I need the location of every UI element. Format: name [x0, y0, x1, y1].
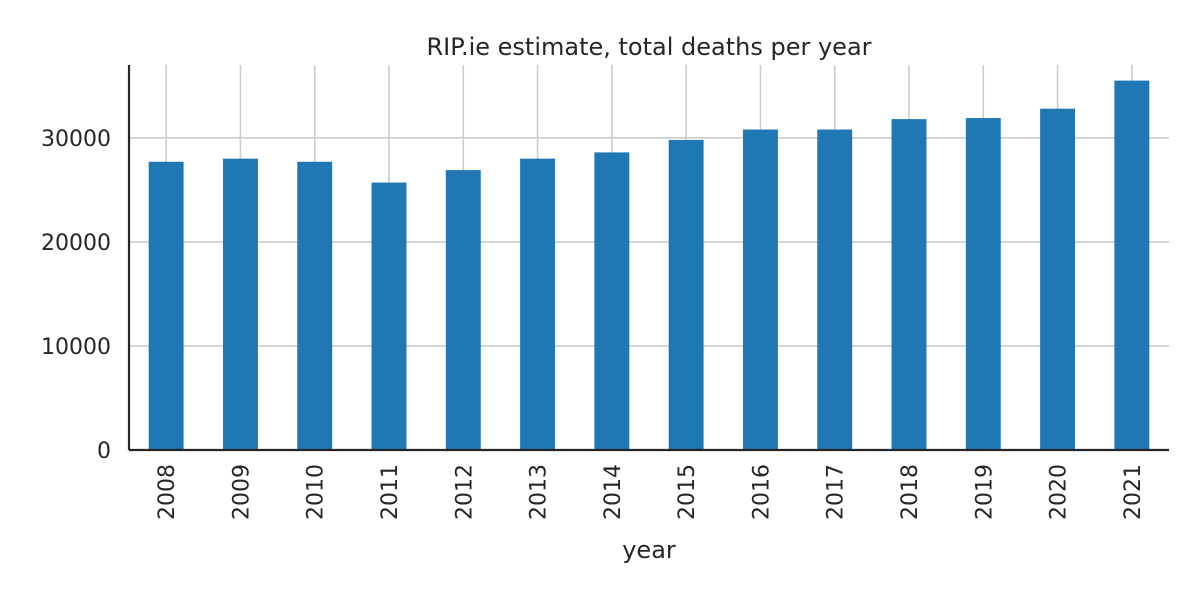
bar-2018	[891, 119, 927, 451]
bar-2014	[594, 152, 630, 451]
x-tick-label: 2012	[452, 464, 477, 520]
bar-2010	[297, 161, 333, 450]
x-tick-label: 2010	[304, 464, 329, 520]
bar-2012	[445, 170, 481, 450]
y-tick-label: 30000	[41, 127, 111, 152]
x-tick-label: 2018	[898, 464, 923, 520]
y-tick-labels: 0 10000 20000 30000	[41, 127, 111, 464]
x-tick-labels: 2008 2009 2010 2011 2012 2013 2014 2015 2016 2017…	[155, 464, 1146, 520]
bar-2008	[148, 161, 184, 450]
grid-lines	[129, 65, 1169, 450]
x-tick-label: 2009	[229, 464, 254, 520]
axes	[127, 65, 1169, 452]
bars	[148, 80, 1150, 451]
x-tick-label: 2021	[1121, 464, 1146, 520]
bar-2019	[965, 118, 1001, 450]
chart-title: RIP.ie estimate, total deaths per year	[426, 33, 871, 61]
y-tick-label: 20000	[41, 231, 111, 256]
y-tick-label: 10000	[41, 335, 111, 360]
x-tick-label: 2015	[675, 464, 700, 520]
x-axis-label: year	[622, 536, 676, 564]
x-tick-label: 2019	[972, 464, 997, 520]
y-tick-label: 0	[97, 439, 111, 464]
x-tick-label: 2020	[1047, 464, 1072, 520]
x-tick-label: 2008	[155, 464, 180, 520]
x-tick-label: 2014	[601, 464, 626, 520]
bar-2013	[520, 158, 556, 450]
bar-2017	[817, 129, 853, 450]
bar-2016	[742, 129, 778, 450]
bar-2021	[1114, 80, 1150, 451]
bar-2015	[668, 139, 704, 450]
x-tick-label: 2013	[527, 464, 552, 520]
x-tick-label: 2011	[378, 464, 403, 520]
x-tick-label: 2017	[824, 464, 849, 520]
bar-2011	[371, 182, 407, 450]
bar-2009	[222, 158, 258, 450]
bar-2020	[1040, 108, 1076, 451]
x-tick-label: 2016	[749, 464, 774, 520]
